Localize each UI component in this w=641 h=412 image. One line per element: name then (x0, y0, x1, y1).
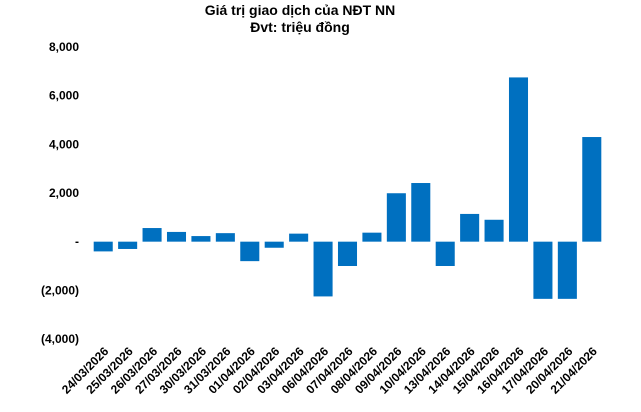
bar (484, 219, 504, 242)
y-tick-label: 2,000 (49, 186, 79, 200)
bar (191, 236, 211, 242)
bar (362, 232, 382, 242)
chart-title: Giá trị giao dịch của NĐT NN (205, 2, 396, 18)
bar (93, 241, 113, 252)
bar (508, 77, 529, 242)
y-tick-label: 8,000 (49, 40, 79, 54)
bar (313, 241, 333, 297)
bar (582, 137, 602, 242)
bar (264, 241, 284, 248)
bar (215, 233, 235, 242)
y-tick-label: (4,000) (41, 332, 79, 346)
y-axis: 8,000 6,000 4,000 2,000 - (2,000) (4,000) (41, 40, 79, 346)
x-axis: 24/03/202625/03/202626/03/202627/03/2026… (59, 344, 600, 397)
bars (93, 77, 602, 299)
bar (240, 241, 260, 262)
y-tick-label: - (75, 235, 79, 249)
bar (142, 228, 162, 242)
bar (337, 241, 358, 266)
bar (533, 241, 553, 299)
y-tick-label: 6,000 (49, 89, 79, 103)
bar (460, 213, 480, 242)
chart-subtitle: Đvt: triệu đồng (250, 19, 350, 35)
bar (289, 233, 309, 242)
bar (435, 241, 455, 266)
bar (411, 183, 431, 242)
y-tick-label: (2,000) (41, 283, 79, 297)
y-tick-label: 4,000 (49, 137, 79, 151)
bar (386, 193, 406, 242)
bar (118, 241, 138, 249)
bar (557, 241, 577, 299)
bar (166, 231, 187, 242)
